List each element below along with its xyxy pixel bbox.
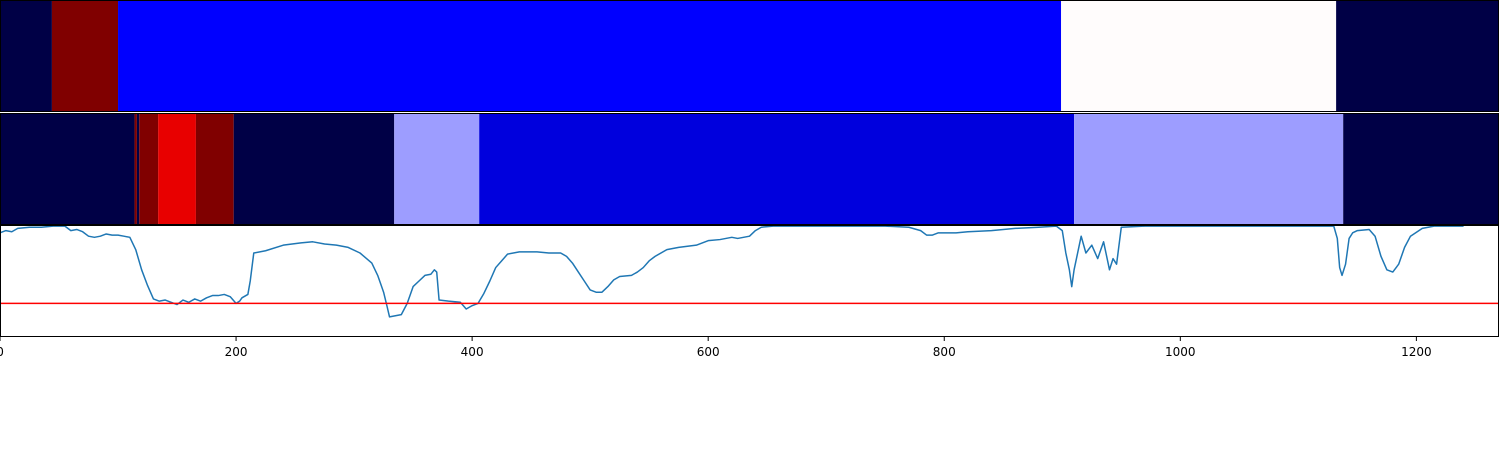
heatmap-cell-0-1 (51, 0, 119, 112)
line-plot-panel (0, 225, 1499, 318)
x-tick-label-800: 800 (933, 345, 956, 359)
x-tick-label-400: 400 (461, 345, 484, 359)
heatmap-cell-1-10 (1343, 113, 1499, 225)
heatmap-cell-1-4 (158, 113, 196, 225)
panel-frame-0 (0, 0, 1499, 112)
x-tick-label-600: 600 (697, 345, 720, 359)
heatmap-cell-1-8 (479, 113, 1075, 225)
heatmap-cell-1-7 (394, 113, 480, 225)
x-tick-label-1000: 1000 (1165, 345, 1196, 359)
panel-frame-2 (0, 225, 1499, 337)
heatmap-strip-middle (0, 113, 1499, 225)
heatmap-cell-1-0 (0, 113, 135, 225)
heatmap-cell-1-1 (134, 113, 137, 225)
heatmap-strip-top (0, 0, 1499, 112)
panel-frames (0, 0, 1499, 337)
x-axis: 0 200 400 600 800 1000 1200 (0, 337, 1432, 359)
heatmap-cell-1-6 (233, 113, 395, 225)
x-tick-label-0: 0 (0, 345, 4, 359)
heatmap-cell-1-5 (195, 113, 234, 225)
heatmap-cell-0-0 (0, 0, 52, 112)
panel-frame-1 (0, 113, 1499, 225)
x-tick-label-200: 200 (225, 345, 248, 359)
heatmap-cell-1-2 (136, 113, 140, 225)
heatmap-cell-0-4 (1336, 0, 1499, 112)
heatmap-cell-1-3 (139, 113, 159, 225)
x-tick-label-1200: 1200 (1401, 345, 1432, 359)
heatmap-cell-1-9 (1074, 113, 1344, 225)
heatmap-cell-0-2 (118, 0, 1062, 112)
heatmap-cell-0-3 (1061, 0, 1337, 112)
